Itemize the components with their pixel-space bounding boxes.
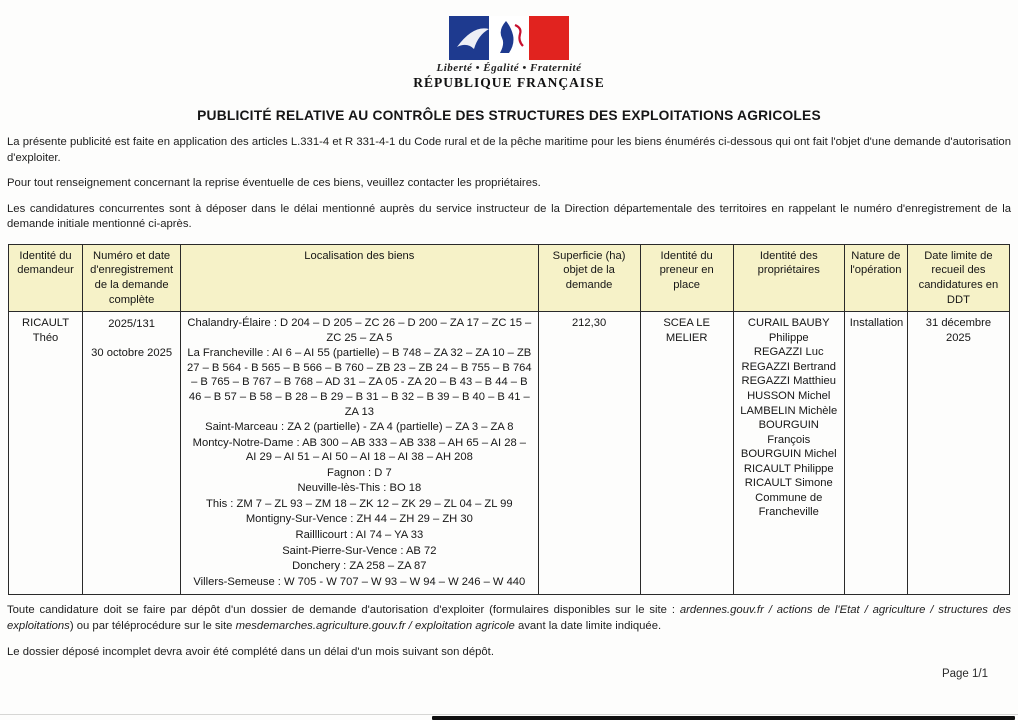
- cell-demandeur: RICAULT Théo: [7, 311, 84, 596]
- localisation-line: La Francheville : AI 6 – AI 55 (partiell…: [187, 347, 532, 418]
- cell-proprietaires: CURAIL BAUBY Philippe REGAZZI Luc REGAZZI …: [732, 311, 845, 596]
- biens-table: Identité du demandeur Numéro et date d'e…: [7, 243, 1011, 596]
- logo-motto: Liberté • Égalité • Fraternité: [436, 62, 582, 74]
- col-header-numero-date: Numéro et date d'enregistrement de la de…: [82, 243, 182, 313]
- footer-paragraph-2: Le dossier déposé incomplet devra avoir …: [7, 646, 494, 659]
- localisation-line: Fagnon : D 7: [326, 466, 392, 479]
- localisation-line: Railllicourt : AI 74 – YA 33: [295, 529, 424, 542]
- proprietaire-line: REGAZZI Luc: [753, 346, 824, 359]
- numero-enregistrement: 2025/131: [108, 318, 155, 331]
- cell-localisation: Chalandry-Élaire : D 204 – D 205 – ZC 26…: [180, 311, 539, 596]
- cell-superficie: 212,30: [537, 311, 641, 596]
- proprietaire-line: LAMBELIN Michèle: [740, 404, 838, 417]
- col-header-date-limite: Date limite de recueil des candidatures …: [906, 243, 1011, 313]
- localisation-line: This : ZM 7 – ZL 93 – ZM 18 – ZK 12 – ZK…: [206, 497, 513, 510]
- intro-paragraph-1: La présente publicité est faite en appli…: [7, 136, 1011, 164]
- proprietaire-line: RICAULT Philippe: [743, 462, 834, 475]
- col-header-proprietaires: Identité des propriétaires: [732, 243, 845, 313]
- proprietaire-line: HUSSON Michel: [747, 389, 831, 402]
- localisation-line: Saint-Pierre-Sur-Vence : AB 72: [282, 544, 437, 557]
- col-header-preneur: Identité du preneur en place: [639, 243, 734, 313]
- localisation-line: Montigny-Sur-Vence : ZH 44 – ZH 29 – ZH …: [245, 513, 473, 526]
- proprietaire-line: CURAIL BAUBY Philippe: [747, 317, 830, 344]
- proprietaire-line: BOURGUIN François: [758, 419, 819, 446]
- footer-p1-site-ardennes: ardennes.gouv.fr / actions de l'Etat / a…: [7, 604, 1012, 632]
- footer-p1-text-3: avant la date limite indiquée.: [514, 619, 662, 632]
- localisation-line: Saint-Marceau : ZA 2 (partielle) - ZA 4 …: [205, 421, 514, 434]
- scan-artifact-line: [0, 714, 1018, 715]
- cell-preneur: SCEA LE MELIER: [639, 311, 734, 596]
- intro-paragraph-2: Pour tout renseignement concernant la re…: [7, 177, 541, 190]
- proprietaire-line: RICAULT Simone: [744, 477, 833, 490]
- intro-paragraph-3: Les candidatures concurrentes sont à dép…: [7, 202, 1011, 231]
- footer-p1-site-mesdemarches: mesdemarches.agriculture.gouv.fr / explo…: [235, 619, 515, 632]
- footer-p1-text-1: Toute candidature doit se faire par dépô…: [7, 604, 680, 617]
- page-number: Page 1/1: [941, 668, 988, 680]
- localisation-line: Villers-Semeuse : W 705 - W 707 – W 93 –…: [193, 575, 526, 588]
- col-header-superficie: Superficie (ha) objet de la demande: [537, 243, 641, 313]
- col-header-nature: Nature de l'opération: [843, 243, 908, 313]
- republique-francaise-logo-icon: [449, 16, 569, 60]
- scan-artifact-bar: [432, 716, 1015, 720]
- proprietaire-line: REGAZZI Matthieu: [741, 375, 836, 388]
- proprietaire-line: Commune de Francheville: [755, 491, 823, 519]
- localisation-line: Montcy-Notre-Dame : AB 300 – AB 333 – AB…: [192, 436, 526, 464]
- cell-date-limite: 31 décembre 2025: [906, 311, 1011, 596]
- col-header-demandeur: Identité du demandeur: [7, 243, 84, 313]
- col-header-localisation: Localisation des biens: [180, 243, 539, 313]
- localisation-line: Donchery : ZA 258 – ZA 87: [292, 560, 427, 573]
- document-header: Liberté • Égalité • Fraternité RÉPUBLIQU…: [0, 0, 1018, 91]
- cell-nature-operation: Installation: [843, 311, 908, 596]
- proprietaire-line: REGAZZI Bertrand: [741, 360, 836, 373]
- intro-section: La présente publicité est faite en appli…: [7, 135, 1011, 233]
- localisation-line: Neuville-lès-This : BO 18: [297, 482, 422, 495]
- demandeur-nom: RICAULT: [22, 317, 70, 330]
- cell-numero-date: 2025/131 30 octobre 2025: [82, 311, 182, 596]
- table-header-row: Identité du demandeur Numéro et date d'e…: [7, 243, 1011, 313]
- footer-section: Toute candidature doit se faire par dépô…: [7, 603, 1011, 661]
- date-enregistrement: 30 octobre 2025: [91, 346, 173, 359]
- demandeur-prenom: Théo: [32, 331, 59, 344]
- page-title: PUBLICITÉ RELATIVE AU CONTRÔLE DES STRUC…: [197, 108, 821, 123]
- footer-p1-text-2: ) ou par téléprocédure sur le site: [69, 619, 236, 632]
- table-row: RICAULT Théo 2025/131 30 octobre 2025 Ch…: [7, 311, 1011, 596]
- localisation-line: Chalandry-Élaire : D 204 – D 205 – ZC 26…: [187, 317, 532, 344]
- footer-paragraph-1: Toute candidature doit se faire par dépô…: [7, 603, 1011, 634]
- logo-republique-francaise: RÉPUBLIQUE FRANÇAISE: [413, 75, 605, 90]
- proprietaire-line: BOURGUIN Michel: [740, 448, 837, 461]
